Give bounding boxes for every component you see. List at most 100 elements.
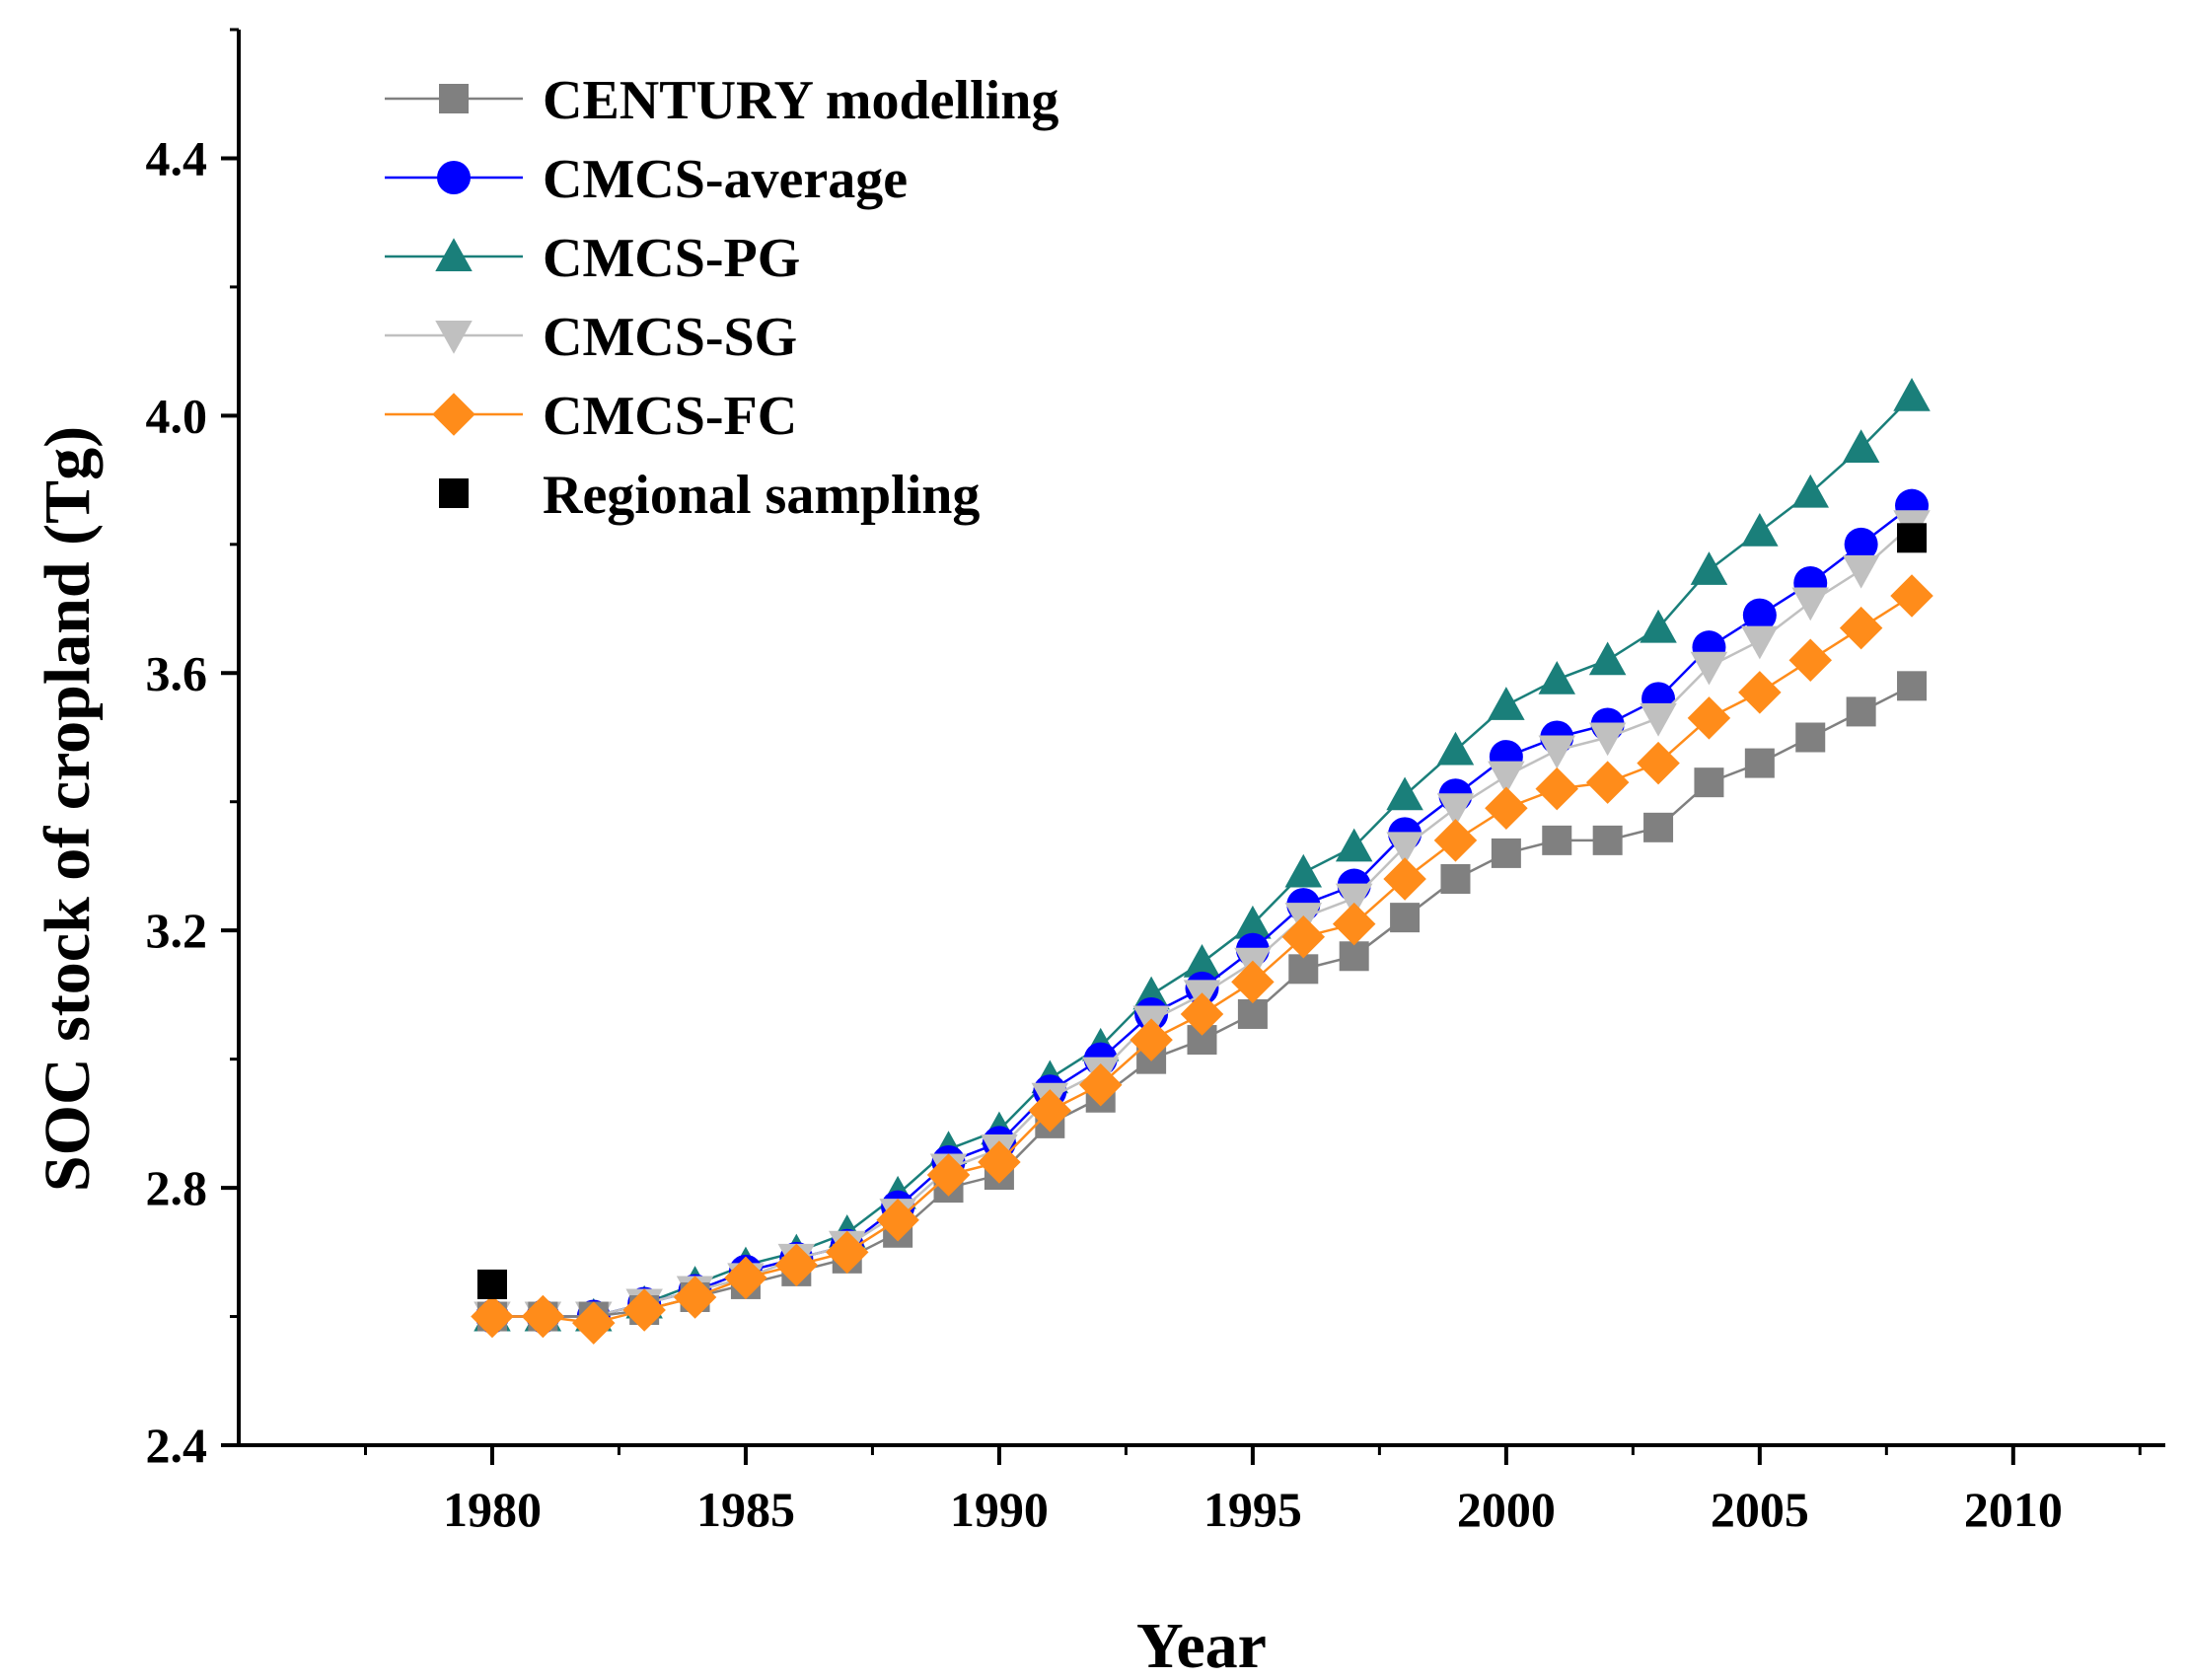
series-line <box>491 504 1913 1318</box>
data-point <box>1538 661 1576 694</box>
data-point <box>978 1140 1021 1184</box>
data-point <box>1637 741 1680 785</box>
data-point <box>1741 625 1779 660</box>
data-point <box>1130 1018 1173 1061</box>
data-point <box>1890 574 1933 618</box>
legend-marker <box>437 161 471 194</box>
x-tick-label: 2000 <box>1457 1482 1556 1537</box>
legend-item: CMCS-SG <box>385 307 797 368</box>
data-point <box>1795 722 1826 753</box>
data-point <box>1436 731 1475 766</box>
data-point <box>1588 722 1627 757</box>
data-point <box>876 1198 919 1242</box>
legend-item: CMCS-average <box>385 149 908 210</box>
data-point <box>1741 513 1779 547</box>
axes-layer: 2.4 2.8 3.2 3.6 4.0 4.4 1980 1985 1990 1995 2000 20… <box>146 28 2165 1537</box>
data-point <box>1588 641 1627 676</box>
y-tick-label: 2.8 <box>146 1160 208 1215</box>
data-point <box>1335 828 1373 862</box>
data-point <box>1390 903 1421 933</box>
y-axis-title: SOC stock of cropland (Tg) <box>32 426 104 1192</box>
x-tick-label: 1985 <box>696 1482 795 1537</box>
data-point <box>1738 671 1782 714</box>
data-point <box>1281 914 1326 959</box>
data-point <box>1640 702 1677 737</box>
data-point <box>1440 864 1471 894</box>
data-point <box>1436 793 1475 827</box>
data-point <box>1491 838 1521 868</box>
series-cmcs-average <box>474 488 1930 1334</box>
legend-item: Regional sampling <box>439 465 980 526</box>
legend-marker <box>435 238 473 271</box>
data-point <box>1234 905 1272 939</box>
data-point <box>1433 819 1478 862</box>
data-point <box>1640 609 1677 643</box>
data-point <box>1542 825 1572 855</box>
legend-marker <box>439 478 469 508</box>
x-tick-label: 2005 <box>1711 1482 1809 1537</box>
legend-marker <box>432 393 475 436</box>
data-point <box>471 1294 514 1339</box>
legend-item: CMCS-PG <box>385 228 800 289</box>
data-point <box>1788 638 1832 682</box>
data-point <box>1690 651 1728 686</box>
data-point <box>1585 761 1630 804</box>
legend-marker <box>435 321 473 354</box>
series-cmcs-fc <box>471 574 1933 1345</box>
y-tick-label: 3.6 <box>146 645 208 700</box>
data-point <box>1028 1089 1072 1132</box>
data-point <box>1844 527 1878 561</box>
data-point <box>926 1153 971 1197</box>
legend-label: CMCS-average <box>543 149 908 210</box>
data-point <box>1842 429 1880 463</box>
legend-label: CMCS-PG <box>543 228 800 289</box>
data-point <box>1694 767 1724 798</box>
x-tick-label: 1980 <box>443 1482 542 1537</box>
data-point <box>1332 902 1376 946</box>
data-point <box>1897 671 1928 701</box>
data-point <box>1485 786 1528 830</box>
x-tick-label: 2010 <box>1964 1482 2063 1537</box>
y-tick-label: 4.4 <box>146 130 208 185</box>
data-point <box>1488 687 1525 720</box>
data-point <box>1690 551 1728 585</box>
legend: CENTURY modelling CMCS-average CMCS-PG CMCS… <box>385 70 1058 526</box>
data-point <box>1897 523 1928 553</box>
data-point <box>1386 832 1423 866</box>
data-point <box>1742 598 1777 632</box>
data-point <box>1893 378 1931 411</box>
legend-label: CMCS-FC <box>543 386 797 447</box>
y-tick-label: 2.4 <box>146 1418 208 1473</box>
data-point <box>572 1301 616 1345</box>
data-point <box>1846 696 1876 727</box>
data-point <box>1535 767 1579 811</box>
legend-label: Regional sampling <box>543 465 980 526</box>
data-point <box>1538 735 1576 769</box>
data-point <box>1078 1062 1123 1107</box>
series-line <box>491 395 1913 1318</box>
data-point <box>1839 606 1883 650</box>
data-point <box>622 1288 666 1332</box>
data-point <box>1791 587 1829 621</box>
data-point <box>774 1243 819 1287</box>
data-point <box>1687 696 1731 740</box>
legend-item: CENTURY modelling <box>385 70 1058 131</box>
series-layer <box>471 378 1933 1345</box>
legend-item: CMCS-FC <box>385 386 797 447</box>
data-point <box>1180 992 1224 1036</box>
y-tick-label: 4.0 <box>146 388 208 443</box>
data-point <box>1791 474 1829 508</box>
legend-label: CMCS-SG <box>543 307 797 368</box>
x-tick-label: 1995 <box>1203 1482 1302 1537</box>
data-point <box>1288 954 1319 985</box>
data-point <box>724 1256 767 1300</box>
data-point <box>1383 857 1426 901</box>
data-point <box>1231 960 1275 1004</box>
data-point <box>1284 853 1323 888</box>
data-point <box>1643 812 1674 842</box>
data-point <box>1339 941 1369 972</box>
data-point <box>1744 748 1775 778</box>
data-point <box>673 1276 717 1319</box>
data-point <box>1842 554 1880 589</box>
